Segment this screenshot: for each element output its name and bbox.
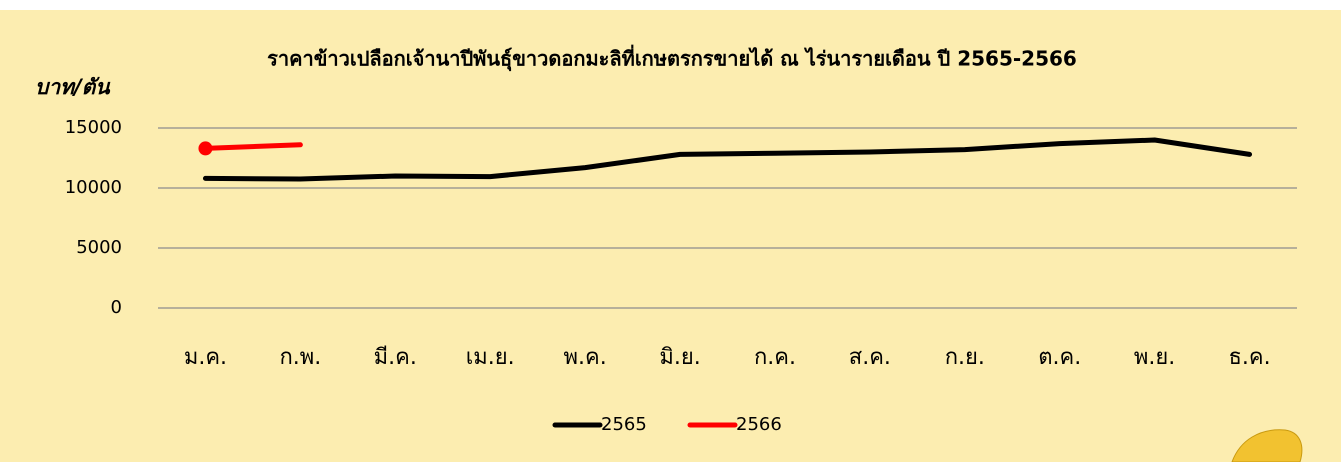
y-tick-label: 0 — [111, 297, 122, 318]
x-tick-label: ม.ค. — [184, 345, 227, 370]
rice-icon — [1231, 429, 1303, 462]
chart-title: ราคาข้าวเปลือกเจ้านาปีพันธุ์ขาวดอกมะลิที… — [267, 44, 1077, 72]
x-tick-label: พ.ค. — [564, 345, 607, 370]
series-line — [202, 142, 303, 151]
y-tick-label: 10000 — [65, 177, 122, 198]
series-line — [202, 137, 1253, 182]
chart-background — [0, 10, 1341, 462]
x-tick-label: ก.พ. — [279, 345, 321, 370]
y-axis-label: บาท/ตัน — [35, 75, 111, 99]
x-tick-label: มี.ค. — [374, 345, 417, 370]
y-tick-label: 15000 — [65, 117, 122, 138]
legend-label: 2566 — [736, 414, 782, 435]
x-tick-label: มิ.ย. — [659, 345, 700, 370]
x-tick-label: เม.ย. — [466, 345, 515, 370]
x-tick-label: ส.ค. — [849, 345, 891, 370]
x-tick-label: ก.ย. — [945, 345, 985, 370]
legend-label: 2565 — [601, 414, 647, 435]
x-tick-label: ก.ค. — [754, 345, 796, 370]
x-tick-label: ธ.ค. — [1228, 345, 1270, 370]
y-tick-label: 5000 — [76, 237, 122, 258]
x-tick-label: ต.ค. — [1038, 345, 1081, 370]
series-marker — [198, 141, 213, 156]
x-tick-label: พ.ย. — [1134, 345, 1175, 370]
